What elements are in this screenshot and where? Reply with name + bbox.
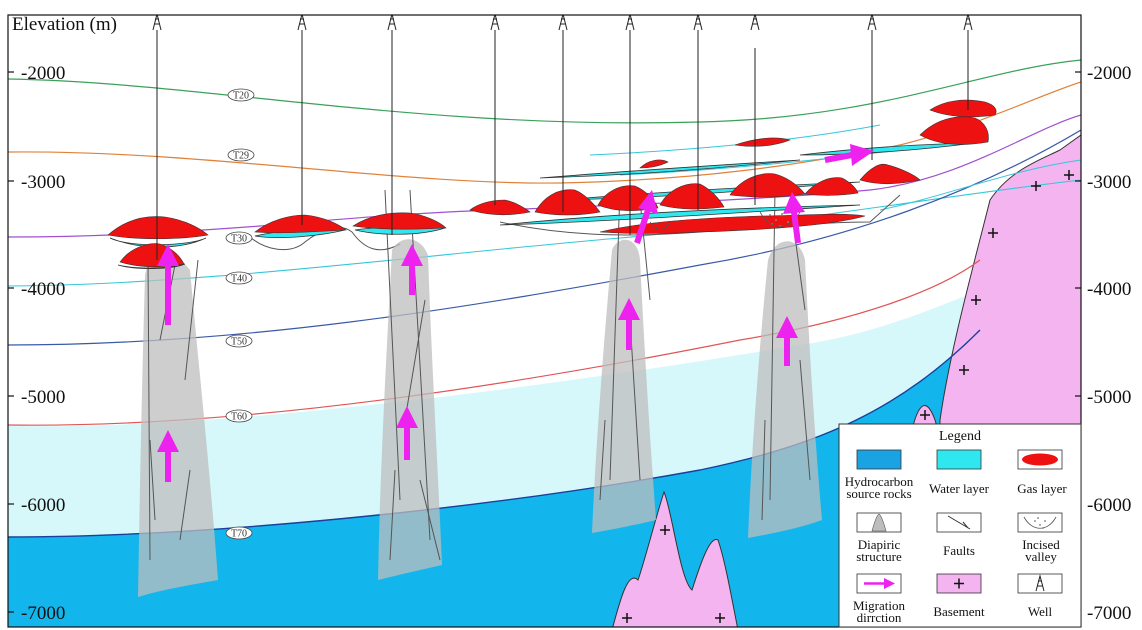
legend-label-line1: Incised [1022, 537, 1060, 552]
plot-frame [7, 14, 1082, 628]
horizon-label-t29: T29 [233, 151, 249, 162]
horizon-labels: T20 T29 T30 T40 T50 T60 T70 [225, 88, 255, 540]
legend-label-line1: Diapiric [858, 537, 901, 552]
legend-label-line2: dirrction [857, 610, 902, 625]
legend-label: Basement [933, 604, 985, 619]
horizon-t20 [8, 59, 1081, 124]
incised-valley-swatch [1017, 512, 1063, 533]
legend-label-line1: Hydrocarbon [845, 474, 914, 489]
left-tick-labels: -2000 -3000 -4000 -5000 -6000 -7000 [21, 63, 65, 624]
diapir-4 [748, 241, 822, 538]
legend-label-line1: Migration [853, 598, 905, 613]
left-tick-label: -4000 [21, 279, 65, 300]
legend-label: Gas layer [1017, 481, 1067, 496]
well-symbols [152, 15, 973, 31]
left-tick-label: -6000 [21, 495, 65, 516]
legend-label: Well [1028, 604, 1053, 619]
legend-label-line2: valley [1025, 549, 1057, 564]
right-tick-label: -3000 [1087, 172, 1131, 193]
horizon-label-t70: T70 [231, 529, 247, 540]
right-tick-label: -7000 [1087, 603, 1131, 624]
left-tick-label: -5000 [21, 387, 65, 408]
horizon-label-t50: T50 [231, 337, 247, 348]
gas-layers [107, 99, 997, 268]
left-tick-label: -2000 [21, 63, 65, 84]
right-tick-label: -2000 [1087, 63, 1131, 84]
left-tick-label: -7000 [21, 603, 65, 624]
migration-arrows [157, 144, 874, 482]
hydrocarbon-source-rock-swatch [856, 449, 902, 470]
legend-label: Faults [943, 543, 975, 558]
diapir-3 [592, 239, 656, 533]
basement-crosses [622, 170, 1074, 623]
legend-title: Legend [939, 429, 981, 444]
right-tick-label: -6000 [1087, 495, 1131, 516]
left-tick-label: -3000 [21, 172, 65, 193]
legend: Legend Hydrocarbon source rocks Water la… [838, 423, 1082, 628]
legend-label-line2: source rocks [846, 486, 911, 501]
water-layer-swatch [936, 449, 982, 470]
horizon-label-t20: T20 [233, 91, 249, 102]
right-tick-label: -5000 [1087, 387, 1131, 408]
horizon-label-t60: T60 [231, 412, 247, 423]
legend-label: Water layer [929, 481, 990, 496]
right-tick-labels: -2000 -3000 -4000 -5000 -6000 -7000 [1087, 63, 1131, 624]
diapir-1 [138, 255, 218, 597]
horizon-label-t40: T40 [231, 274, 247, 285]
y-axis-title: Elevation (m) [12, 14, 117, 35]
well-symbol-swatch [1017, 573, 1063, 594]
basement-bottom [612, 490, 738, 627]
wells [156, 30, 969, 260]
legend-label-line2: structure [856, 549, 902, 564]
right-tick-label: -4000 [1087, 279, 1131, 300]
horizon-label-t30: T30 [231, 234, 247, 245]
